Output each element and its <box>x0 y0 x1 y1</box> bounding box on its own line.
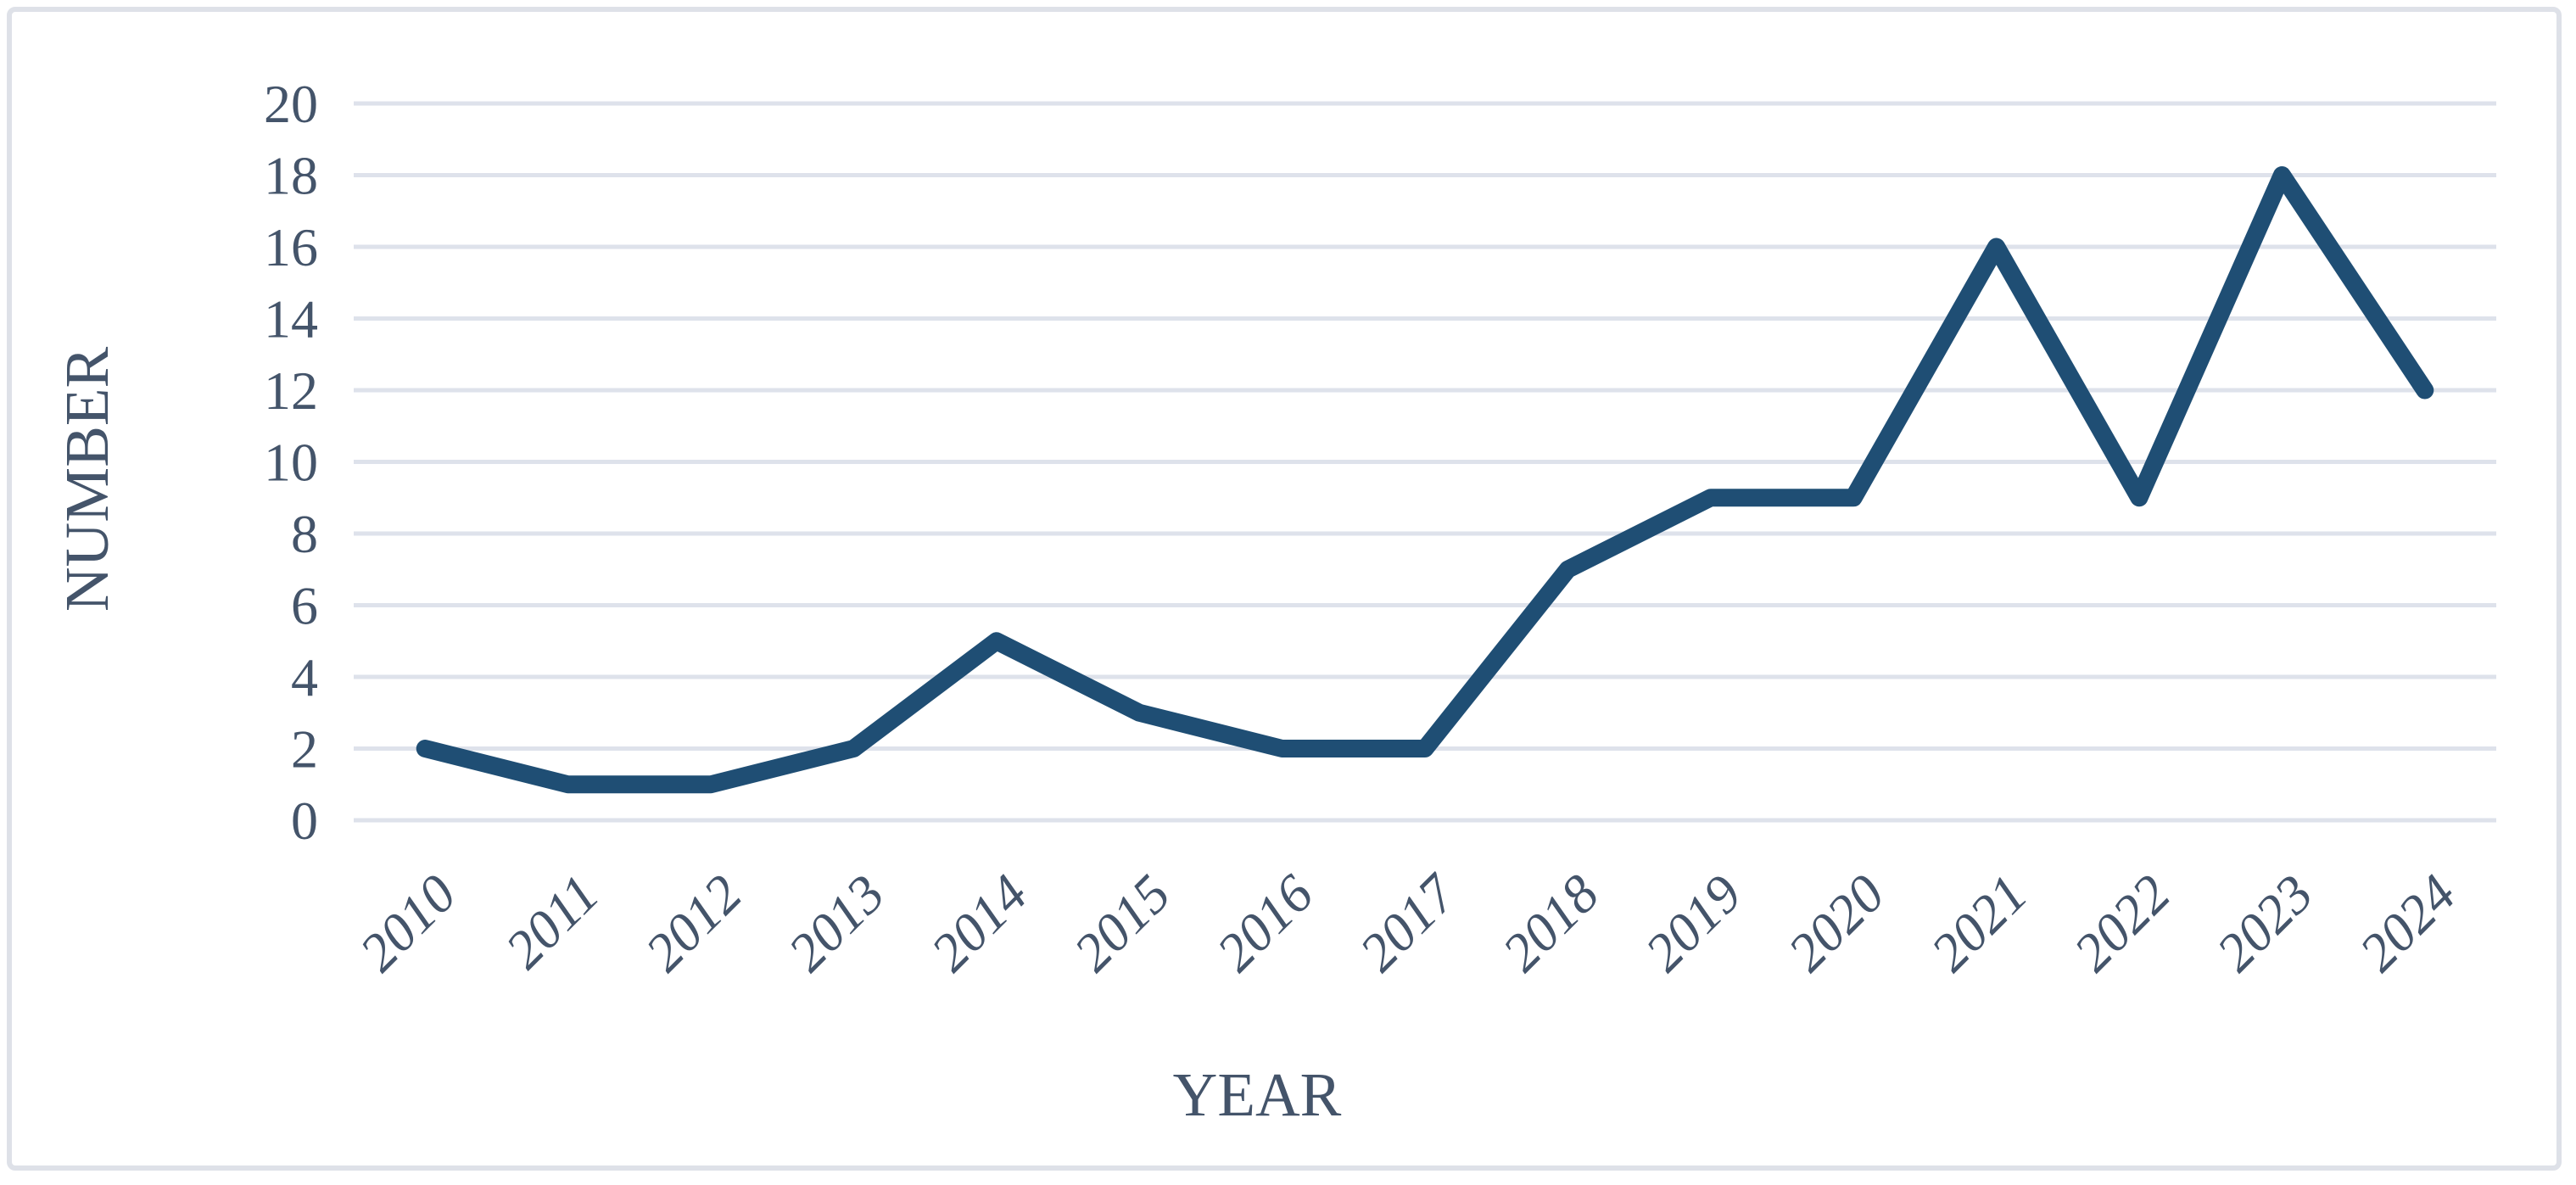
y-tick-label: 14 <box>264 289 318 349</box>
y-tick-label: 4 <box>291 647 318 707</box>
x-tick-label: 2017 <box>1348 862 1469 983</box>
x-tick-label: 2019 <box>1634 864 1753 983</box>
y-tick-label: 20 <box>264 74 318 134</box>
x-tick-label: 2014 <box>919 864 1039 983</box>
y-tick-label: 10 <box>264 433 318 493</box>
gridlines <box>354 101 2496 823</box>
x-tick-label: 2018 <box>1491 864 1611 983</box>
y-tick-label: 2 <box>291 719 318 780</box>
y-axis-tick-labels: 0 2 4 6 8 10 12 14 16 18 20 <box>264 74 318 851</box>
x-tick-label: 2023 <box>2205 864 2325 983</box>
y-tick-label: 6 <box>291 576 318 636</box>
x-axis-tick-labels: 2010 2011 2012 2013 2014 2015 2016 2017 2018 2019… <box>348 862 2467 983</box>
data-line <box>416 166 2434 794</box>
y-axis-title: NUMBER <box>53 347 121 612</box>
y-tick-label: 8 <box>291 504 318 564</box>
x-tick-label: 2024 <box>2348 864 2467 983</box>
x-axis-title: YEAR <box>1173 1060 1342 1129</box>
x-tick-label: 2016 <box>1205 864 1325 983</box>
y-tick-label: 12 <box>264 361 318 421</box>
x-tick-label: 2010 <box>348 864 467 983</box>
data-series <box>416 166 2434 794</box>
x-tick-label: 2012 <box>634 864 753 983</box>
x-tick-label: 2013 <box>777 864 897 983</box>
x-tick-label: 2015 <box>1062 864 1182 983</box>
x-tick-label: 2020 <box>1776 864 1896 983</box>
y-tick-label: 18 <box>264 146 318 206</box>
y-tick-label: 0 <box>291 791 318 851</box>
x-tick-label: 2011 <box>494 864 610 980</box>
y-tick-label: 16 <box>264 217 318 277</box>
x-tick-label: 2022 <box>2062 864 2182 983</box>
x-tick-label: 2021 <box>1919 864 2039 983</box>
